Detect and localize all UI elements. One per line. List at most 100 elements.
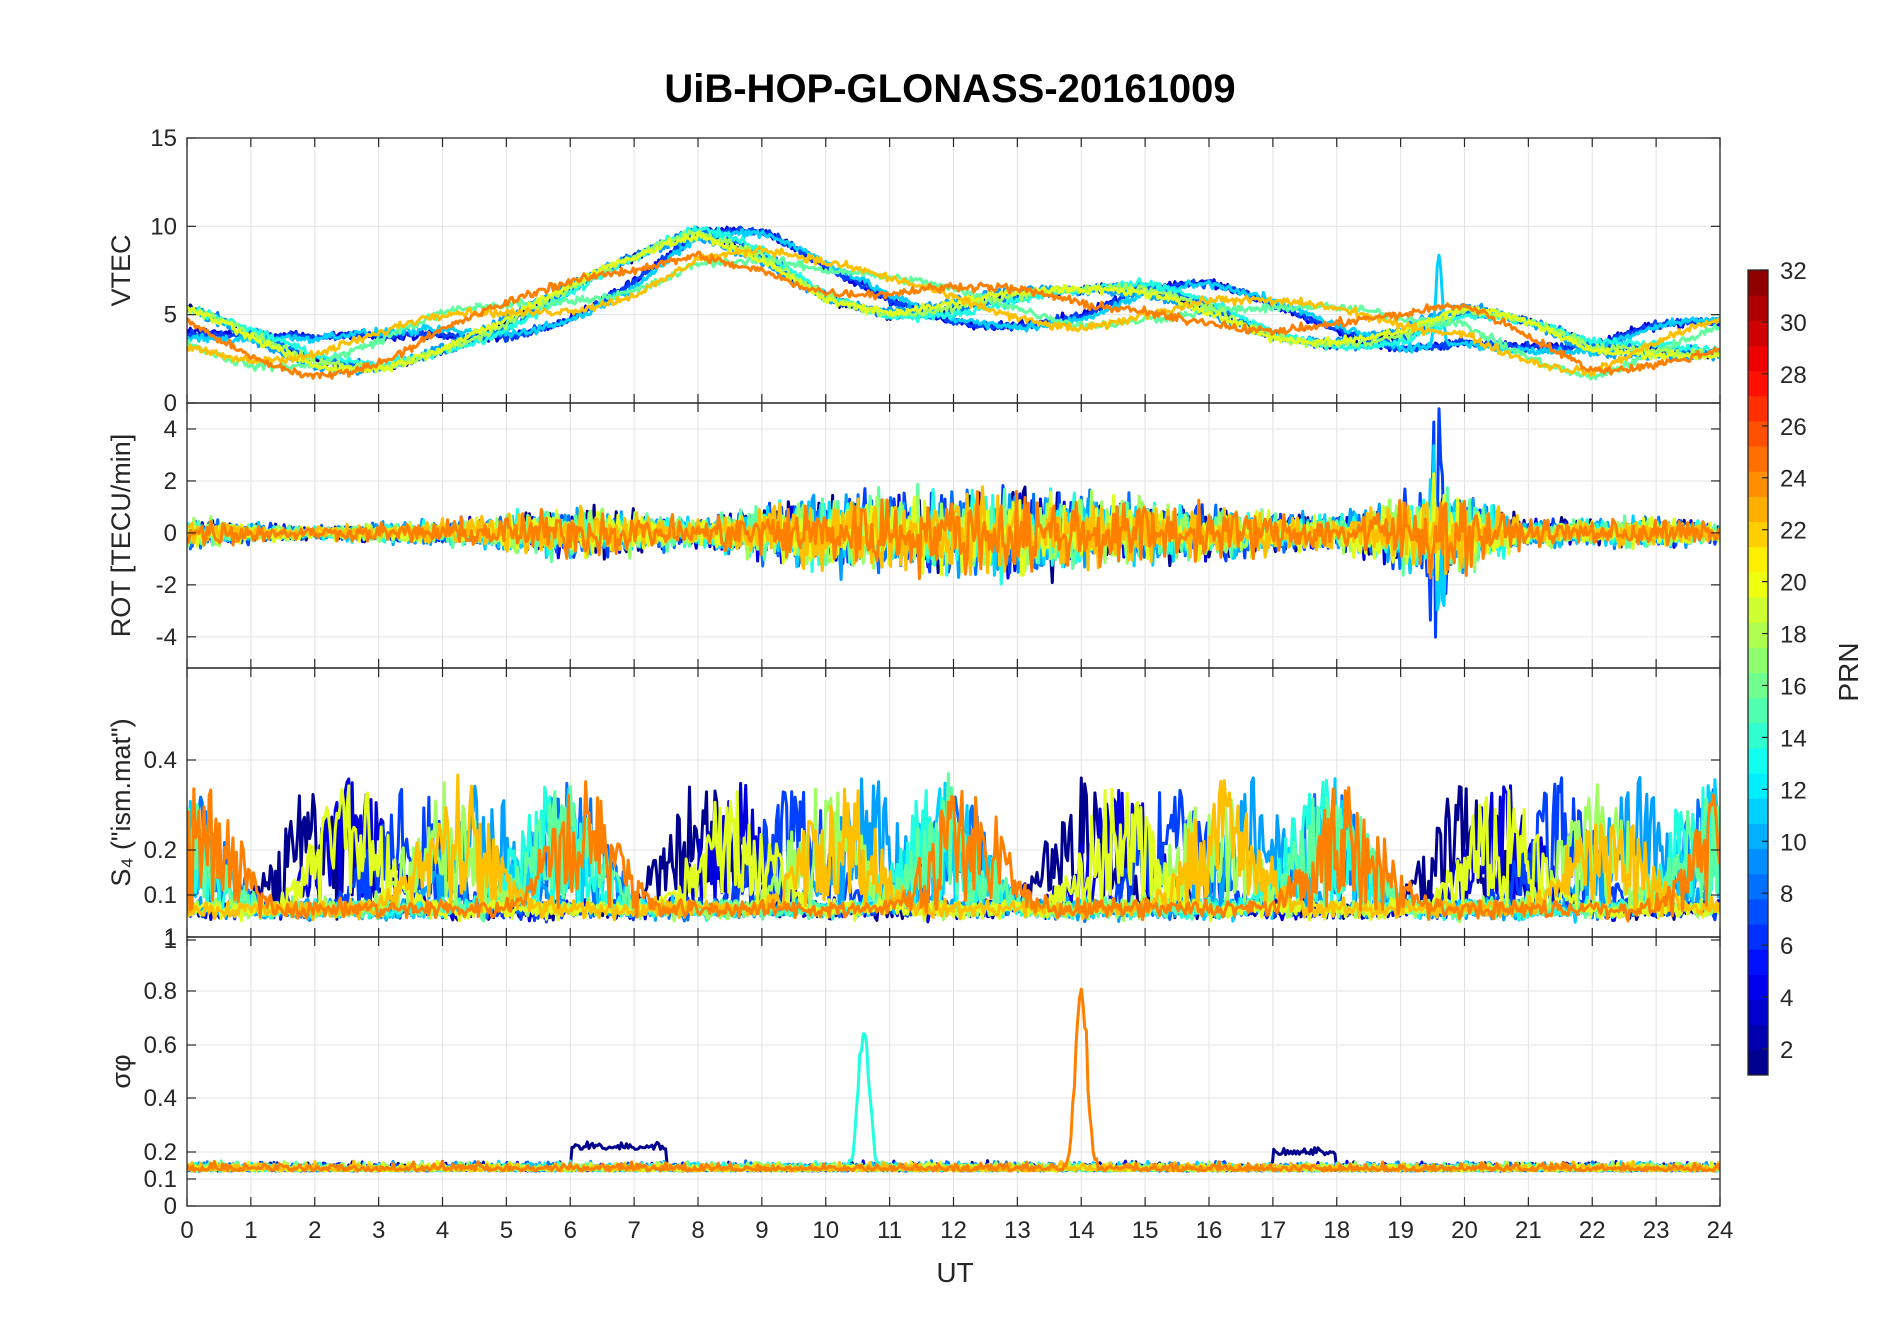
colorbar-swatch [1748,571,1768,598]
colorbar-swatch [1748,873,1768,900]
x-tick-label: 13 [1004,1217,1031,1244]
x-tick-label: 0 [180,1217,193,1244]
y-tick-label: 0 [164,1193,177,1220]
colorbar-label: PRN [1833,642,1864,701]
colorbar-swatch [1748,924,1768,950]
y-tick-label: 0.6 [144,1032,177,1059]
series-group [187,987,1720,1173]
colorbar-swatch [1748,647,1768,673]
colorbar-tick-label: 24 [1780,466,1807,493]
y-tick-label: 0.1 [144,882,177,909]
colorbar-frame [1747,269,1769,1076]
colorbar-swatch [1748,420,1768,447]
colorbar-swatch [1748,471,1768,497]
colorbar-tick-label: 30 [1780,310,1807,337]
y-axis-label: ROT [TECU/min] [106,434,136,638]
panel-1: 0 5 10 15 VTEC [106,125,1721,417]
colorbar-swatch [1748,370,1768,397]
x-tick-label: 22 [1579,1217,1606,1244]
colorbar-tick-label: 26 [1780,414,1807,441]
panel-3: 0.1 0.2 0.4 1 S₄ ("ism.mat") [106,667,1721,954]
series-prn-24 [187,489,1720,581]
series-prn-20 [187,784,1720,923]
colorbar-tick-label: 4 [1780,985,1793,1012]
x-tick-label: 8 [691,1217,704,1244]
x-tick-label: 17 [1260,1217,1287,1244]
colorbar-swatch [1748,395,1768,422]
colorbar-tick-label: 20 [1780,570,1807,597]
x-tick-label: 20 [1451,1217,1478,1244]
colorbar-swatch [1748,949,1768,975]
x-tick-label: 4 [436,1217,449,1244]
colorbar-swatch [1748,295,1768,321]
x-tick-label: 21 [1515,1217,1542,1244]
y-tick-label: 5 [164,302,177,329]
y-tick-label: -2 [156,572,177,599]
x-tick-label: 24 [1707,1217,1734,1244]
y-axis-label: S₄ ("ism.mat") [106,718,136,886]
colorbar-swatch [1748,697,1768,724]
colorbar-swatch [1748,1024,1768,1051]
x-tick-label: 9 [755,1217,768,1244]
colorbar-swatch [1748,521,1768,548]
chart-title: UiB-HOP-GLONASS-20161009 [664,67,1235,111]
x-tick-label: 16 [1196,1217,1223,1244]
colorbar-swatch [1748,848,1768,875]
colorbar-swatch [1748,320,1768,346]
x-tick-label: 11 [877,1217,902,1244]
y-tick-label: 0.1 [144,1166,177,1193]
series-prn-22 [187,245,1720,377]
colorbar-tick-label: 16 [1780,673,1807,700]
colorbar-swatch [1748,546,1768,573]
y-tick-label: 0.4 [144,1085,177,1112]
y-axis-label: σφ [106,1054,136,1088]
y-tick-label: 1 [164,927,177,954]
y-tick-label: 10 [150,213,177,240]
colorbar-tick-label: 2 [1780,1037,1793,1064]
colorbar-swatch [1748,672,1768,699]
colorbar-swatch [1748,974,1768,1001]
x-tick-label: 3 [372,1217,385,1244]
colorbar-swatch [1748,773,1768,799]
x-tick-label: 15 [1132,1217,1159,1244]
y-tick-label: 0.2 [144,837,177,864]
colorbar-swatch [1748,747,1768,774]
colorbar-swatch [1748,622,1768,648]
series-prn-24 [187,250,1720,380]
colorbar-tick-label: 10 [1780,829,1807,856]
colorbar-tick-label: 32 [1780,258,1807,285]
series-group [187,407,1720,639]
series-prn-20 [187,231,1720,374]
colorbar-swatch [1748,999,1768,1026]
colorbar-tick-label: 28 [1780,362,1807,389]
colorbar-tick-label: 8 [1780,881,1793,908]
x-tick-label: 5 [500,1217,513,1244]
x-tick-label: 14 [1068,1217,1095,1244]
y-tick-label: 2 [164,468,177,495]
y-axis-label: VTEC [106,234,136,306]
panel-2: -4 -2 0 2 4 ROT [TECU/min] [106,402,1721,669]
grid [187,937,1720,1206]
colorbar-swatch [1748,345,1768,372]
x-tick-label: 1 [244,1217,257,1244]
colorbar-swatch [1748,722,1768,749]
y-tick-label: 4 [164,416,177,443]
series-group [187,772,1720,924]
y-tick-label: -4 [156,624,177,651]
x-tick-label: 23 [1643,1217,1670,1244]
colorbar-tick-label: 14 [1780,725,1807,752]
colorbar-tick-label: 12 [1780,777,1807,804]
series-group [187,225,1720,381]
x-tick-label: 12 [940,1217,967,1244]
y-tick-label: 0 [164,520,177,547]
x-tick-label: 7 [627,1217,640,1244]
colorbar-swatch [1748,898,1768,925]
x-axis-label: UT [936,1257,973,1288]
colorbar-tick-label: 6 [1780,933,1793,960]
colorbar-swatch [1748,798,1768,824]
x-tick-label: 6 [564,1217,577,1244]
y-tick-label: 0.2 [144,1139,177,1166]
y-tick-label: 0.4 [144,747,177,774]
